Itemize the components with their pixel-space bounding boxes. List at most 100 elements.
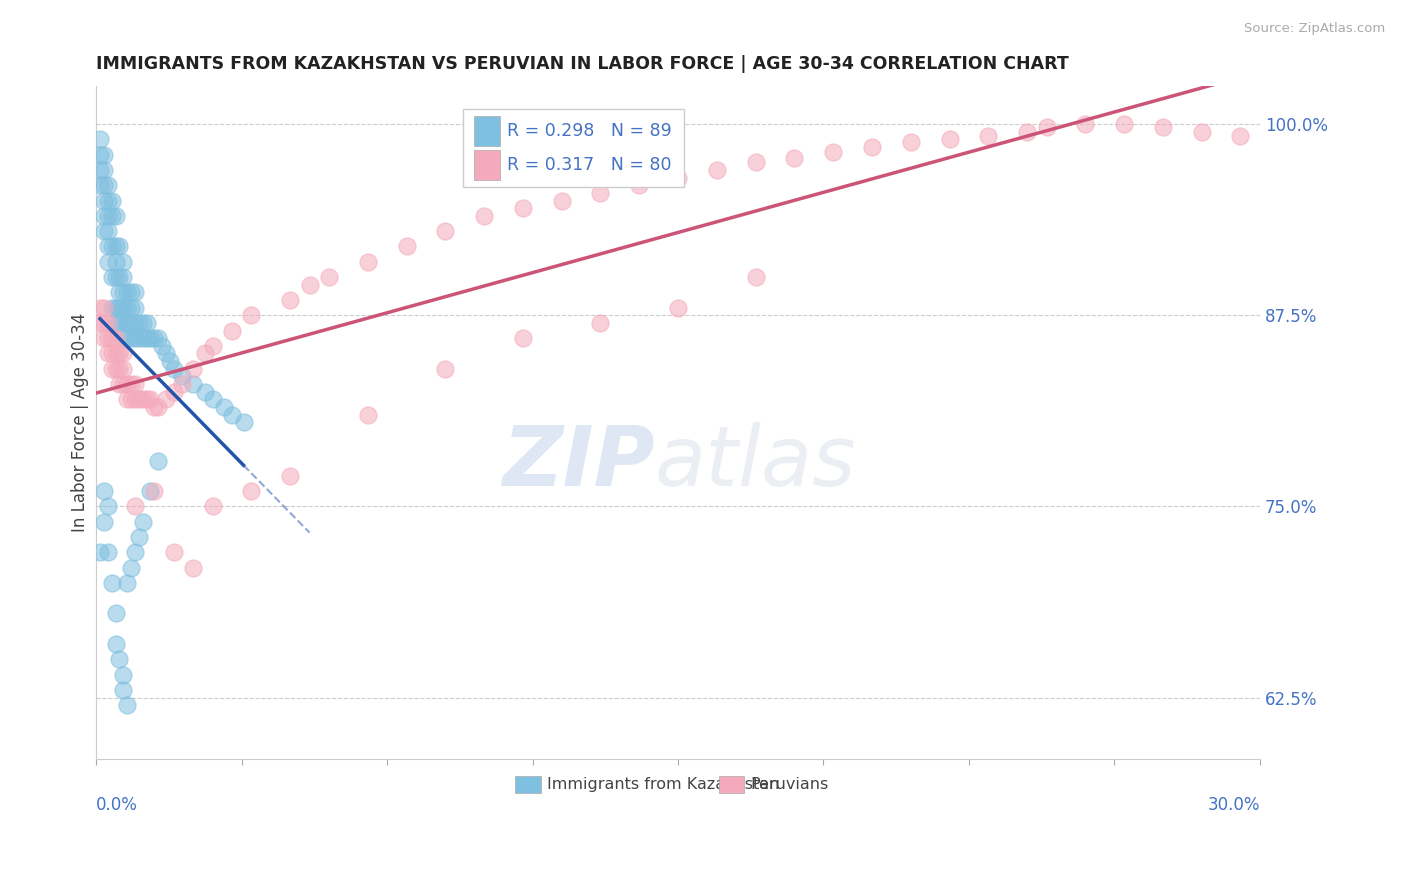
Point: [181, 560, 204, 574]
Y-axis label: In Labor Force | Age 30-34: In Labor Force | Age 30-34: [72, 313, 89, 532]
Point: [181, 377, 204, 392]
Point: [744, 155, 766, 169]
Point: [163, 545, 186, 559]
Point: [666, 301, 689, 315]
Point: [108, 346, 131, 360]
Point: [472, 209, 495, 223]
Point: [100, 301, 122, 315]
Point: [97, 545, 120, 559]
Point: [139, 484, 162, 499]
Text: 0.0%: 0.0%: [96, 796, 138, 814]
Text: IMMIGRANTS FROM KAZAKHSTAN VS PERUVIAN IN LABOR FORCE | AGE 30-34 CORRELATION CH: IMMIGRANTS FROM KAZAKHSTAN VS PERUVIAN I…: [96, 55, 1069, 73]
Point: [97, 178, 120, 193]
Point: [132, 515, 155, 529]
Point: [89, 545, 111, 559]
Point: [512, 201, 534, 215]
Text: R = 0.317   N = 80: R = 0.317 N = 80: [508, 155, 672, 174]
Point: [139, 392, 162, 407]
Point: [89, 132, 111, 146]
Point: [124, 377, 146, 392]
Point: [115, 331, 138, 345]
Point: [278, 468, 301, 483]
Point: [148, 453, 170, 467]
Text: ZIP: ZIP: [502, 422, 655, 503]
Point: [108, 361, 131, 376]
Point: [124, 545, 146, 559]
Point: [115, 316, 138, 330]
Point: [115, 285, 138, 300]
Point: [434, 361, 457, 376]
Text: Immigrants from Kazakhstan: Immigrants from Kazakhstan: [547, 777, 779, 792]
Point: [120, 560, 142, 574]
Point: [143, 331, 166, 345]
Point: [163, 384, 186, 399]
Point: [115, 301, 138, 315]
Point: [1017, 125, 1039, 139]
Point: [93, 301, 115, 315]
Point: [104, 637, 127, 651]
Point: [112, 682, 135, 697]
Point: [112, 301, 135, 315]
Point: [434, 224, 457, 238]
FancyBboxPatch shape: [474, 116, 501, 146]
Point: [104, 607, 127, 621]
Point: [201, 339, 224, 353]
Point: [104, 254, 127, 268]
Point: [115, 698, 138, 713]
Text: R = 0.298   N = 89: R = 0.298 N = 89: [508, 122, 672, 140]
Point: [135, 331, 157, 345]
Point: [128, 530, 150, 544]
Point: [139, 331, 162, 345]
Point: [124, 500, 146, 514]
Point: [93, 515, 115, 529]
Point: [240, 308, 263, 322]
Point: [112, 254, 135, 268]
Point: [89, 301, 111, 315]
Point: [112, 285, 135, 300]
Point: [135, 316, 157, 330]
Point: [108, 301, 131, 315]
Point: [124, 301, 146, 315]
Point: [318, 270, 340, 285]
Point: [104, 346, 127, 360]
Point: [108, 652, 131, 666]
Point: [589, 316, 612, 330]
Point: [550, 194, 572, 208]
Point: [132, 392, 155, 407]
Text: 30.0%: 30.0%: [1208, 796, 1260, 814]
Point: [783, 151, 806, 165]
Point: [128, 331, 150, 345]
Point: [155, 392, 177, 407]
Point: [89, 178, 111, 193]
FancyBboxPatch shape: [474, 150, 501, 180]
Point: [1114, 117, 1136, 131]
Point: [97, 346, 120, 360]
Point: [120, 392, 142, 407]
Point: [143, 400, 166, 414]
Point: [395, 239, 418, 253]
Point: [97, 239, 120, 253]
Point: [628, 178, 651, 193]
Point: [100, 270, 122, 285]
Point: [201, 500, 224, 514]
Point: [221, 324, 243, 338]
Point: [97, 209, 120, 223]
Point: [155, 346, 177, 360]
Point: [163, 361, 186, 376]
Point: [97, 500, 120, 514]
Point: [135, 392, 157, 407]
Point: [89, 316, 111, 330]
Point: [104, 316, 127, 330]
Point: [124, 392, 146, 407]
Point: [120, 316, 142, 330]
Point: [100, 575, 122, 590]
Point: [124, 285, 146, 300]
Point: [89, 147, 111, 161]
Point: [100, 209, 122, 223]
Point: [104, 239, 127, 253]
Point: [93, 331, 115, 345]
Point: [112, 377, 135, 392]
Text: Peruvians: Peruvians: [751, 777, 828, 792]
Point: [97, 194, 120, 208]
Point: [104, 270, 127, 285]
